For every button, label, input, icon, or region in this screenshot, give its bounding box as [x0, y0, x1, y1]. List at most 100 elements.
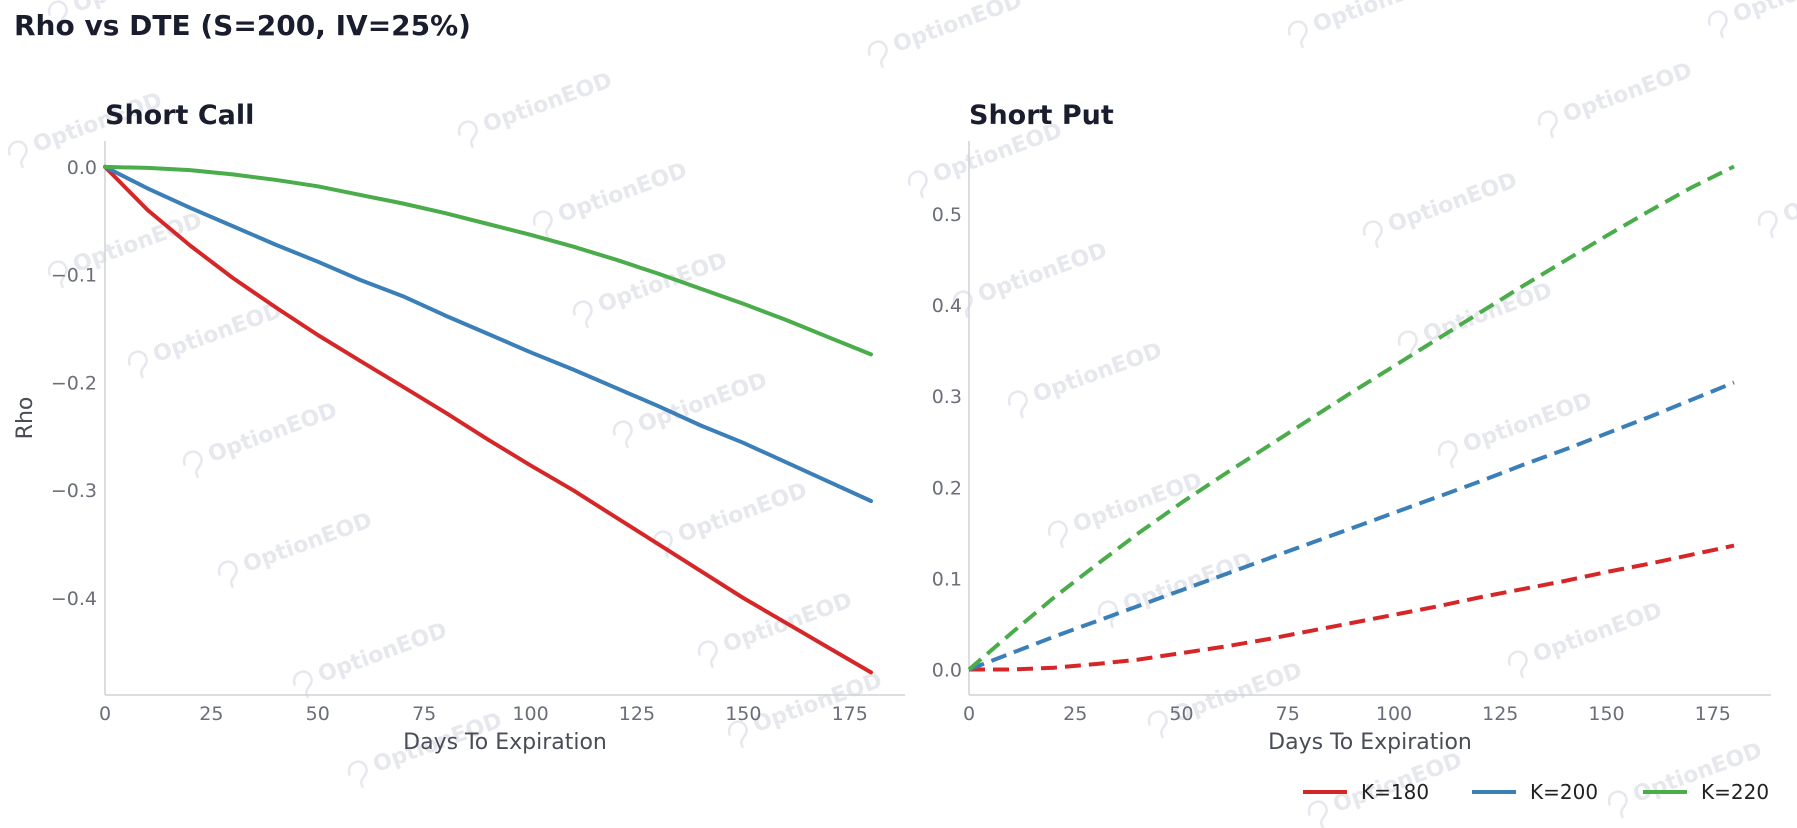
watermark: OptionEOD — [127, 298, 286, 379]
y-tick-label: 0.5 — [932, 204, 962, 226]
watermark: OptionEOD — [1757, 158, 1797, 239]
x-tick-label: 125 — [1482, 703, 1518, 725]
watermark-logo-icon — [1437, 440, 1458, 469]
watermark-logo-icon — [292, 670, 313, 699]
watermark: OptionEOD — [217, 508, 376, 589]
short-call-title: Short Call — [105, 100, 254, 131]
x-tick-label: 50 — [1169, 703, 1193, 725]
watermark-text: OptionEOD — [1385, 168, 1521, 238]
short-call-ylabel: Rho — [13, 397, 38, 440]
y-tick-label: 0.1 — [932, 568, 962, 590]
watermark: OptionEOD — [1707, 0, 1797, 39]
watermark-logo-icon — [7, 140, 28, 169]
watermark-logo-icon — [1047, 520, 1068, 549]
watermark-text: OptionEOD — [1070, 468, 1206, 538]
short-put-line-k180 — [969, 543, 1735, 672]
watermark-logo-icon — [1007, 390, 1028, 419]
x-tick-label: 75 — [412, 703, 436, 725]
x-tick-label: 100 — [512, 703, 548, 725]
x-tick-label: 0 — [963, 703, 975, 725]
x-tick-label: 175 — [832, 703, 868, 725]
watermark: OptionEOD — [1047, 468, 1206, 549]
watermark-text: OptionEOD — [975, 238, 1111, 308]
watermark-text: OptionEOD — [1730, 0, 1797, 28]
y-tick-label: −0.1 — [51, 265, 97, 287]
short-call-line-k220 — [103, 164, 873, 357]
watermark: OptionEOD — [1287, 0, 1446, 49]
x-tick-label: 25 — [199, 703, 223, 725]
x-tick-label: 25 — [1063, 703, 1087, 725]
figure-title: Rho vs DTE (S=200, IV=25%) — [14, 9, 471, 42]
short-put-line-k220 — [967, 164, 1735, 672]
x-tick-label: 175 — [1695, 703, 1731, 725]
x-tick-label: 100 — [1376, 703, 1412, 725]
watermark-logo-icon — [572, 300, 593, 329]
watermark: OptionEOD — [867, 0, 1026, 69]
watermark-logo-icon — [127, 350, 148, 379]
watermark-logo-icon — [727, 720, 748, 749]
watermark-logo-icon — [1757, 210, 1778, 239]
legend-label-k200: K=200 — [1530, 780, 1598, 804]
watermark-logo-icon — [1307, 800, 1328, 828]
watermark: OptionEOD — [1097, 548, 1256, 629]
watermark-logo-icon — [1607, 790, 1628, 819]
watermark: OptionEOD — [532, 158, 691, 239]
y-tick-label: −0.4 — [51, 588, 97, 610]
y-tick-label: 0.4 — [932, 295, 962, 317]
watermark: OptionEOD — [1007, 338, 1166, 419]
watermark-logo-icon — [457, 120, 478, 149]
y-tick-label: 0.2 — [932, 477, 962, 499]
short-call-ticks: 0 25 50 75 100 125 150 175 0.0 −0.1 −0.2 −0.3 −0.4 — [51, 157, 868, 725]
watermark-logo-icon — [1147, 710, 1168, 739]
watermark: OptionEOD — [697, 588, 856, 669]
watermark-text: OptionEOD — [315, 618, 451, 688]
watermark-logo-icon — [697, 640, 718, 669]
x-tick-label: 75 — [1276, 703, 1300, 725]
watermark: OptionEOD — [1507, 598, 1666, 679]
y-tick-label: −0.2 — [51, 372, 97, 394]
short-put-lines — [967, 164, 1735, 672]
watermark-logo-icon — [1097, 600, 1118, 629]
watermark-text: OptionEOD — [150, 298, 286, 368]
watermark-text: OptionEOD — [1310, 0, 1446, 38]
watermark-text: OptionEOD — [1120, 548, 1256, 618]
watermark: OptionEOD — [612, 368, 771, 449]
watermark-logo-icon — [867, 40, 888, 69]
watermark-text: OptionEOD — [1780, 158, 1797, 228]
x-tick-label: 150 — [725, 703, 761, 725]
short-call-panel: Short Call Rho Days To Expiration 0 25 50 7… — [13, 100, 905, 755]
short-call-xlabel: Days To Expiration — [403, 730, 607, 755]
watermark-logo-icon — [952, 290, 973, 319]
watermark-logo-icon — [47, 260, 68, 289]
watermark: OptionEOD — [1362, 168, 1521, 249]
watermark-logo-icon — [612, 420, 633, 449]
watermark-logo-icon — [1397, 330, 1418, 359]
x-tick-label: 50 — [306, 703, 330, 725]
short-put-title: Short Put — [969, 100, 1114, 131]
watermark-text: OptionEOD — [1030, 338, 1166, 408]
watermark: OptionEOD — [952, 238, 1111, 319]
x-tick-label: 125 — [619, 703, 655, 725]
watermark: OptionEOD — [292, 618, 451, 699]
watermark-logo-icon — [47, 0, 68, 29]
watermark: OptionEOD — [457, 68, 616, 149]
y-tick-label: 0.3 — [932, 386, 962, 408]
legend-label-k220: K=220 — [1701, 780, 1769, 804]
watermark-text: OptionEOD — [1560, 58, 1696, 128]
watermark-logo-icon — [907, 170, 928, 199]
y-tick-label: 0.0 — [932, 659, 962, 681]
watermark-logo-icon — [1362, 220, 1383, 249]
watermark: OptionEOD — [1437, 388, 1596, 469]
watermark: OptionEOD — [182, 398, 341, 479]
watermark-text: OptionEOD — [555, 158, 691, 228]
watermark-logo-icon — [532, 210, 553, 239]
short-put-xlabel: Days To Expiration — [1268, 730, 1472, 755]
watermark-text: OptionEOD — [205, 398, 341, 468]
legend-item-k180: K=180 — [1303, 780, 1429, 804]
short-call-line-k180 — [103, 164, 873, 675]
x-tick-label: 150 — [1588, 703, 1624, 725]
watermark-text: OptionEOD — [1460, 388, 1596, 458]
watermark-logo-icon — [217, 560, 238, 589]
legend-item-k220: K=220 — [1643, 780, 1769, 804]
